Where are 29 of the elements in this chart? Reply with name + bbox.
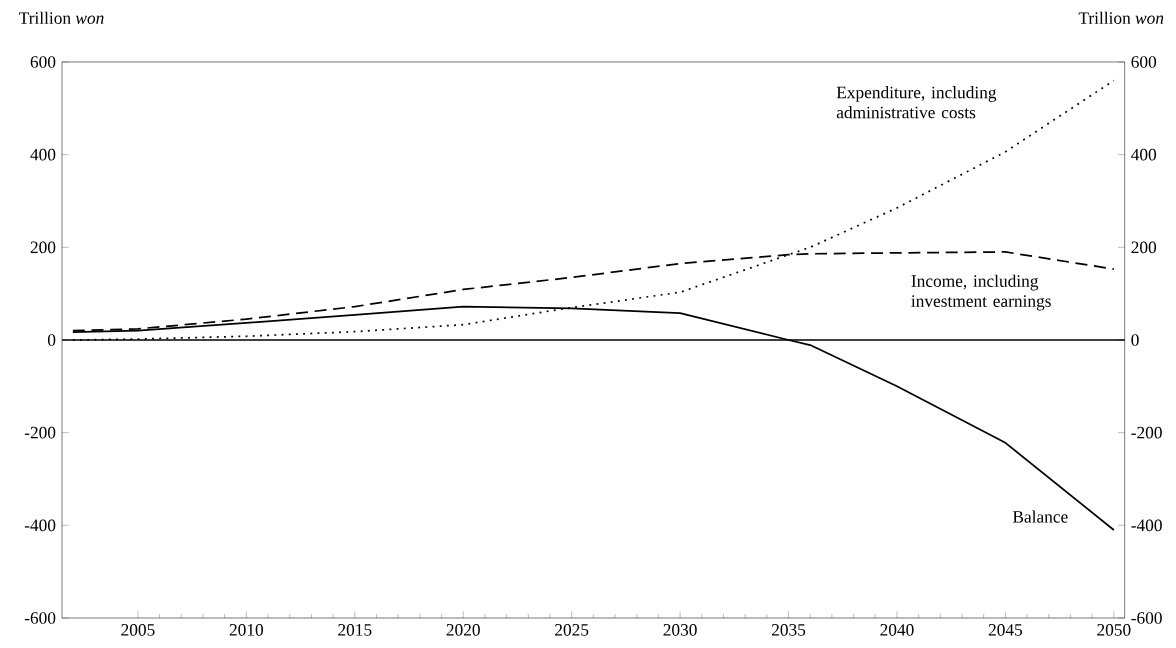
y2-tick-label: 0 xyxy=(1131,334,1139,346)
x-tick-label: 2040 xyxy=(880,624,914,636)
y-tick-label: -200 xyxy=(24,426,56,439)
y2-tick-label: -200 xyxy=(1131,426,1162,439)
series-label: Income, including investment earnings xyxy=(911,274,1051,311)
y-tick-label: -600 xyxy=(24,612,56,624)
x-tick-label: 2010 xyxy=(229,624,264,636)
x-tick-label: 2030 xyxy=(663,624,697,636)
x-tick-label: 2005 xyxy=(121,624,155,636)
y-tick-label: 600 xyxy=(30,56,56,68)
y2-tick-label: -600 xyxy=(1131,612,1162,624)
y2-tick-label: -400 xyxy=(1131,519,1162,532)
y2-tick-label: 200 xyxy=(1131,241,1157,254)
x-tick-label: 2020 xyxy=(446,624,480,636)
y-tick-label: 400 xyxy=(30,148,56,161)
series-label: Expenditure, including administrative costs xyxy=(836,86,997,119)
series-label: Balance xyxy=(1012,510,1068,523)
y-axis-title: Trillion won xyxy=(19,11,104,24)
x-tick-label: 2045 xyxy=(988,624,1023,636)
y-tick-label: 0 xyxy=(47,334,56,346)
y-tick-label: -400 xyxy=(24,519,56,532)
y-tick-label: 200 xyxy=(30,241,56,254)
y2-tick-label: 600 xyxy=(1131,56,1157,68)
x-tick-label: 2025 xyxy=(555,624,589,636)
x-tick-label: 2050 xyxy=(1097,624,1131,636)
x-tick-label: 2015 xyxy=(338,624,372,636)
x-tick-label: 2035 xyxy=(771,624,806,636)
y2-axis-title: Trillion won xyxy=(1078,11,1164,24)
y2-tick-label: 400 xyxy=(1131,148,1157,161)
